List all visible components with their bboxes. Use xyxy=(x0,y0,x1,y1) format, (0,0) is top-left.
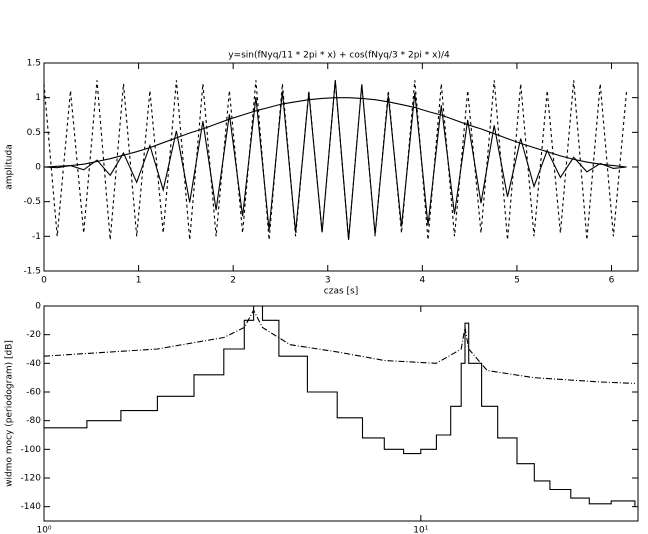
x-tick-label: 4 xyxy=(419,276,425,286)
y-tick-label: 0.5 xyxy=(27,128,41,138)
x-tick-label: 1 xyxy=(136,276,142,286)
x-tick-label: 10⁰ xyxy=(36,526,51,534)
y-tick-label: -1 xyxy=(32,232,41,242)
y-tick-label: 1 xyxy=(35,93,41,103)
x-tick-label: 3 xyxy=(325,276,331,286)
x-tick-label: 10¹ xyxy=(413,526,428,534)
y-tick-label: -20 xyxy=(26,330,41,340)
y-tick-label: -60 xyxy=(26,388,41,398)
y-tick-label: -100 xyxy=(21,445,42,455)
y-tick-label: -0.5 xyxy=(23,197,41,207)
y-tick-label: 0 xyxy=(35,163,41,173)
y-tick-label: -120 xyxy=(21,474,42,484)
data-line xyxy=(43,97,627,168)
x-tick-label: 2 xyxy=(230,276,236,286)
x-axis-label: czas [s] xyxy=(324,287,358,297)
x-tick-label: 6 xyxy=(609,276,615,286)
y-tick-label: -140 xyxy=(21,502,42,512)
data-line xyxy=(44,305,636,507)
x-tick-label: 0 xyxy=(41,276,47,286)
y-axis-label: amplituda xyxy=(5,144,15,189)
y-tick-label: -80 xyxy=(26,416,41,426)
y-tick-label: 1.5 xyxy=(27,59,41,69)
y-tick-label: -1.5 xyxy=(23,267,41,277)
y-axis-label: widmo mocy (periodogram) [dB] xyxy=(5,340,15,487)
data-line xyxy=(43,80,627,240)
plot-frame xyxy=(43,305,639,522)
y-tick-label: -40 xyxy=(26,359,41,369)
chart-title: y=sin(fNyq/11 * 2pi * x) + cos(fNyq/3 * … xyxy=(228,51,450,61)
data-line xyxy=(43,309,635,384)
y-tick-label: 0 xyxy=(35,302,41,312)
x-tick-label: 5 xyxy=(514,276,520,286)
